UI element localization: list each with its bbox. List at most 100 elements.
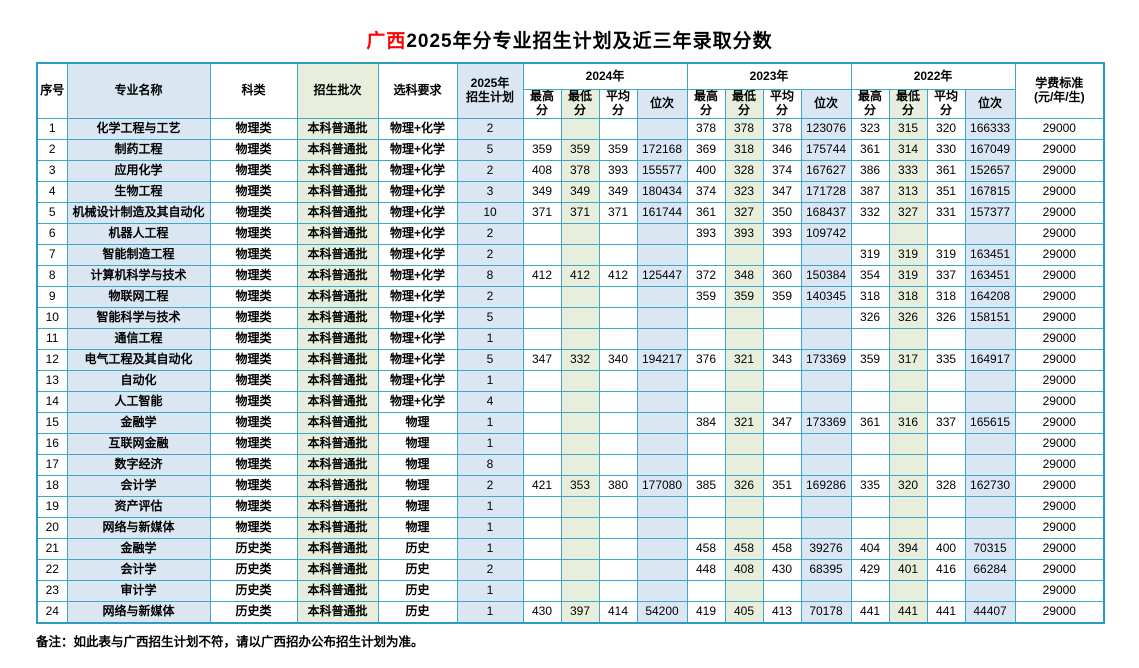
cell-avg-score [762, 369, 802, 392]
header-tuition: 学费标准 (元/年/生) [1014, 62, 1105, 119]
cell-category: 物理类 [209, 453, 298, 476]
cell-rank [964, 495, 1016, 518]
table-row: 4 生物工程 物理类 本科普通批 物理+化学 3 349 349 349 180434 374 323… [36, 180, 1105, 203]
cell-min-score [724, 390, 764, 413]
cell-max-score: 458 [686, 537, 726, 560]
cell-tuition: 29000 [1014, 600, 1105, 624]
cell-min-score: 318 [888, 285, 928, 308]
cell-max-score [522, 537, 562, 560]
title-highlight: 广西 [366, 31, 407, 52]
table-body: 1 化学工程与工艺 物理类 本科普通批 物理+化学 2 378 378 378 123076 323… [36, 117, 1105, 624]
cell-max-score: 400 [686, 159, 726, 182]
cell-rank [636, 327, 688, 350]
cell-rank: 165615 [964, 411, 1016, 434]
cell-major: 生物工程 [66, 180, 211, 203]
table-row: 12 电气工程及其自动化 物理类 本科普通批 物理+化学 5 347 332 340 194217… [36, 348, 1105, 371]
cell-avg-score [598, 243, 638, 266]
cell-max-score: 361 [686, 201, 726, 224]
cell-max-score: 359 [522, 138, 562, 161]
cell-plan: 1 [456, 516, 524, 539]
header-avg-score: 平均分 [598, 89, 638, 119]
cell-batch: 本科普通批 [296, 180, 379, 203]
cell-rank [800, 432, 852, 455]
cell-rank [800, 579, 852, 602]
cell-seq: 16 [36, 432, 68, 455]
cell-tuition: 29000 [1014, 579, 1105, 602]
cell-min-score: 321 [724, 411, 764, 434]
cell-max-score: 318 [850, 285, 890, 308]
admissions-table: 序号 专业名称 科类 招生批次 选科要求 2025年 招生计划 2024年 20… [36, 62, 1106, 624]
cell-min-score: 328 [724, 159, 764, 182]
cell-avg-score [598, 558, 638, 581]
table-row: 6 机器人工程 物理类 本科普通批 物理+化学 2 393 393 393 109742 29000 [36, 222, 1105, 245]
cell-min-score [560, 285, 600, 308]
cell-plan: 2 [456, 285, 524, 308]
cell-subjects: 物理 [377, 411, 458, 434]
cell-batch: 本科普通批 [296, 369, 379, 392]
cell-tuition: 29000 [1014, 558, 1105, 581]
cell-avg-score [598, 327, 638, 350]
cell-max-score: 349 [522, 180, 562, 203]
cell-major: 智能制造工程 [66, 243, 211, 266]
cell-subjects: 物理 [377, 432, 458, 455]
cell-seq: 7 [36, 243, 68, 266]
cell-avg-score [598, 285, 638, 308]
table-row: 18 会计学 物理类 本科普通批 物理 2 421 353 380 177080 385 326 351… [36, 474, 1105, 497]
cell-avg-score [926, 516, 966, 539]
cell-rank: 158151 [964, 306, 1016, 329]
cell-max-score [522, 558, 562, 581]
cell-major: 电气工程及其自动化 [66, 348, 211, 371]
cell-avg-score [926, 453, 966, 476]
cell-category: 物理类 [209, 369, 298, 392]
cell-min-score: 378 [724, 117, 764, 140]
cell-avg-score [598, 369, 638, 392]
cell-avg-score [762, 453, 802, 476]
cell-max-score: 374 [686, 180, 726, 203]
cell-rank [636, 243, 688, 266]
cell-min-score [724, 516, 764, 539]
cell-batch: 本科普通批 [296, 495, 379, 518]
cell-max-score [686, 327, 726, 350]
cell-tuition: 29000 [1014, 495, 1105, 518]
cell-subjects: 物理+化学 [377, 306, 458, 329]
cell-major: 金融学 [66, 411, 211, 434]
cell-min-score: 326 [724, 474, 764, 497]
cell-avg-score: 400 [926, 537, 966, 560]
cell-rank: 70178 [800, 600, 852, 624]
cell-max-score [686, 516, 726, 539]
cell-avg-score: 380 [598, 474, 638, 497]
table-row: 7 智能制造工程 物理类 本科普通批 物理+化学 2 319 319 319 163451 2900… [36, 243, 1105, 266]
cell-major: 通信工程 [66, 327, 211, 350]
cell-avg-score: 350 [762, 201, 802, 224]
cell-rank: 44407 [964, 600, 1016, 624]
cell-tuition: 29000 [1014, 117, 1105, 140]
cell-avg-score [598, 117, 638, 140]
cell-avg-score: 346 [762, 138, 802, 161]
cell-avg-score: 351 [762, 474, 802, 497]
table-row: 23 审计学 历史类 本科普通批 历史 1 29000 [36, 579, 1105, 602]
cell-min-score [888, 453, 928, 476]
cell-batch: 本科普通批 [296, 411, 379, 434]
cell-avg-score: 371 [598, 201, 638, 224]
cell-major: 计算机科学与技术 [66, 264, 211, 287]
cell-seq: 14 [36, 390, 68, 413]
cell-subjects: 物理 [377, 453, 458, 476]
cell-avg-score: 458 [762, 537, 802, 560]
cell-subjects: 物理+化学 [377, 264, 458, 287]
cell-batch: 本科普通批 [296, 264, 379, 287]
header-rank: 位次 [964, 89, 1016, 119]
cell-major: 物联网工程 [66, 285, 211, 308]
cell-min-score [560, 327, 600, 350]
cell-max-score: 319 [850, 243, 890, 266]
cell-rank [636, 537, 688, 560]
cell-rank [964, 327, 1016, 350]
cell-min-score: 401 [888, 558, 928, 581]
cell-tuition: 29000 [1014, 474, 1105, 497]
cell-major: 资产评估 [66, 495, 211, 518]
cell-tuition: 29000 [1014, 306, 1105, 329]
cell-category: 历史类 [209, 579, 298, 602]
cell-category: 物理类 [209, 432, 298, 455]
table-header: 序号 专业名称 科类 招生批次 选科要求 2025年 招生计划 2024年 20… [36, 62, 1105, 119]
cell-rank: 123076 [800, 117, 852, 140]
cell-tuition: 29000 [1014, 264, 1105, 287]
